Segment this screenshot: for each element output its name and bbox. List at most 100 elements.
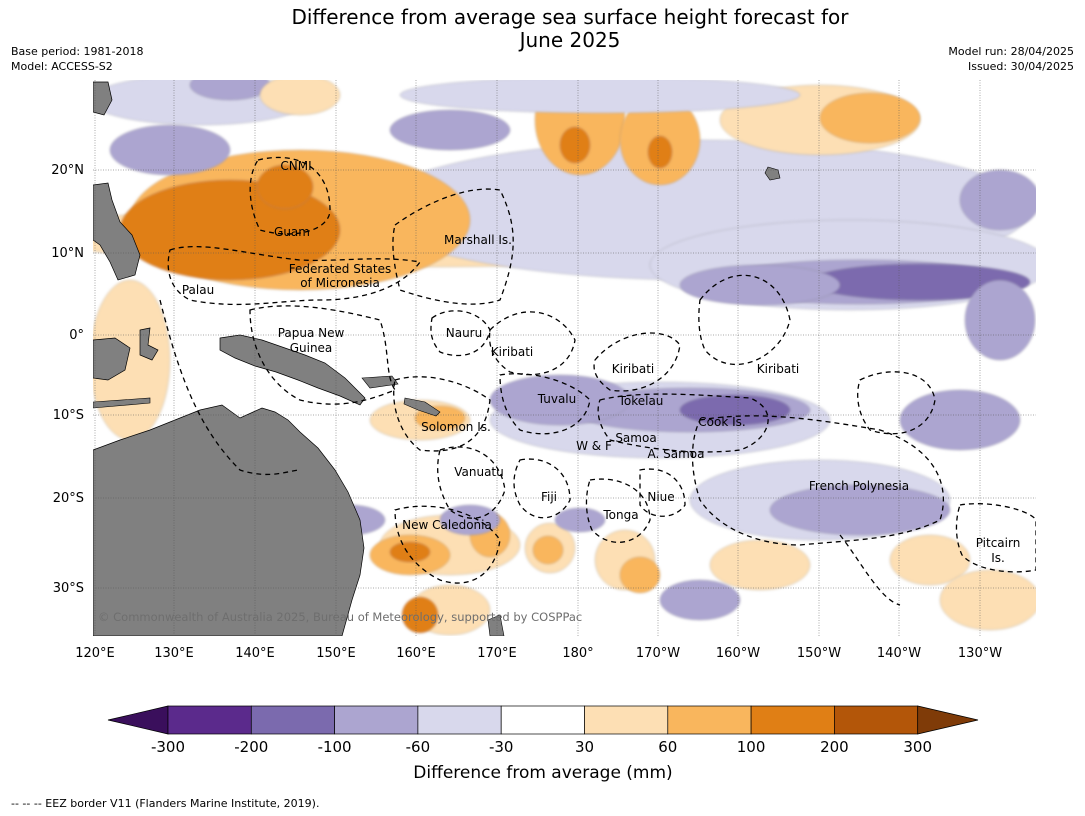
land-layer xyxy=(93,81,781,636)
anomaly-contour xyxy=(554,507,606,533)
eez-border xyxy=(393,376,491,452)
region-label: Marshall Is. xyxy=(444,233,512,247)
anomaly-contour xyxy=(389,541,431,563)
title-line-2: June 2025 xyxy=(519,28,621,52)
meta-right: Model run: 28/04/2025 Issued: 30/04/2025 xyxy=(948,44,1074,74)
meta-left: Base period: 1981-2018 Model: ACCESS-S2 xyxy=(11,44,143,74)
anomaly-contour xyxy=(889,534,971,586)
lat-tick-label: 20°S xyxy=(53,491,84,506)
colorbar-tick-label: -60 xyxy=(406,738,431,756)
region-label: Kiribati xyxy=(612,362,654,376)
region-label: Tokelau xyxy=(618,394,664,408)
region-label: Guam xyxy=(274,225,310,239)
anomaly-contour xyxy=(532,535,564,565)
anomaly-contour xyxy=(559,126,591,164)
lon-tick-label: 130°E xyxy=(154,646,194,661)
anomaly-contour xyxy=(679,264,841,306)
colorbar-tick-label: 60 xyxy=(658,738,677,756)
region-label: Tuvalu xyxy=(537,392,577,406)
australia-land xyxy=(93,404,365,636)
eez-border xyxy=(159,299,301,476)
eez-border xyxy=(839,534,901,606)
model-name: Model: ACCESS-S2 xyxy=(11,60,113,73)
anomaly-contour xyxy=(899,389,1021,451)
eez-border xyxy=(639,468,686,517)
colorbar-tick-label: 300 xyxy=(903,738,932,756)
lon-tick-label: 130°W xyxy=(958,646,1002,661)
region-label: Guinea xyxy=(290,341,333,355)
region-label: Cook Is. xyxy=(698,415,745,429)
graticule xyxy=(93,80,1036,636)
eez-border xyxy=(513,458,571,519)
colorbar-box xyxy=(334,705,419,735)
colorbar-box xyxy=(750,705,835,735)
anomaly-layer xyxy=(93,80,1036,636)
anomaly-contour xyxy=(939,569,1036,631)
lon-tick-label: 160°W xyxy=(716,646,760,661)
anomaly-contour xyxy=(439,504,501,536)
philippines-land xyxy=(93,182,141,281)
eez-border xyxy=(691,415,944,546)
eez-border xyxy=(955,503,1036,573)
eez-borders xyxy=(159,156,1036,606)
colorbar-box xyxy=(250,705,335,735)
new-britain-land xyxy=(361,375,399,389)
region-label: CNMI xyxy=(280,159,311,173)
region-label: Nauru xyxy=(446,326,482,340)
anomaly-contour xyxy=(769,484,951,536)
colorbar-label: Difference from average (mm) xyxy=(413,763,672,783)
eez-border xyxy=(430,310,491,357)
lon-tick-label: 150°W xyxy=(797,646,841,661)
lon-tick-label: 160°E xyxy=(396,646,436,661)
eez-border xyxy=(585,478,651,543)
base-period: Base period: 1981-2018 xyxy=(11,45,144,58)
new-guinea-land xyxy=(219,334,366,406)
anomaly-contour xyxy=(619,556,661,594)
region-label: Federated States xyxy=(289,262,391,276)
sulawesi-land xyxy=(139,327,159,361)
anomaly-contour xyxy=(647,135,673,169)
region-label: Palau xyxy=(182,283,214,297)
anomaly-contour xyxy=(679,394,791,426)
region-label: Is. xyxy=(991,551,1005,565)
colorbar-box xyxy=(500,705,585,735)
colorbar-box xyxy=(667,705,752,735)
colorbar-tick-label: -100 xyxy=(318,738,352,756)
eez-border xyxy=(488,311,576,376)
anomaly-contour xyxy=(259,80,341,116)
region-label: A. Samoa xyxy=(648,447,705,461)
lon-tick-label: 140°E xyxy=(235,646,275,661)
lon-tick-label: 120°E xyxy=(75,646,115,661)
colorbar-ticks: -300 -200 -100 -60 -30 30 60 100 200 300 xyxy=(151,738,932,756)
model-run: Model run: 28/04/2025 xyxy=(948,45,1074,58)
eez-border xyxy=(698,274,791,366)
taiwan-land xyxy=(93,81,113,116)
lat-tick-label: 10°N xyxy=(51,246,84,261)
lat-tick-label: 10°S xyxy=(53,408,84,423)
region-label: W & F xyxy=(576,439,612,453)
issued-date: Issued: 30/04/2025 xyxy=(967,60,1074,73)
lat-tick-label: 20°N xyxy=(51,163,84,178)
anomaly-contour xyxy=(659,579,741,621)
anomaly-contour xyxy=(109,124,231,176)
region-label: Papua New xyxy=(278,326,345,340)
eez-border xyxy=(249,305,396,405)
colorbar-tick-label: 30 xyxy=(575,738,594,756)
chart-title: Difference from average sea surface heig… xyxy=(0,6,1085,52)
region-label: Solomon Is. xyxy=(421,420,491,434)
region-label: French Polynesia xyxy=(809,479,909,493)
anomaly-contour xyxy=(959,169,1036,231)
lon-tick-label: 170°E xyxy=(477,646,517,661)
colorbar-box xyxy=(167,705,252,735)
footer-note: -- -- -- EEZ border V11 (Flanders Marine… xyxy=(11,797,320,810)
colorbar-tick-label: 200 xyxy=(820,738,849,756)
region-label: New Caledonia xyxy=(402,518,492,532)
region-label: Kiribati xyxy=(757,362,799,376)
eez-border xyxy=(437,446,506,519)
lat-tick-label: 0° xyxy=(69,328,84,343)
colorbar-extend-min xyxy=(107,705,169,735)
eez-border xyxy=(597,393,769,453)
region-label: Fiji xyxy=(541,490,557,504)
